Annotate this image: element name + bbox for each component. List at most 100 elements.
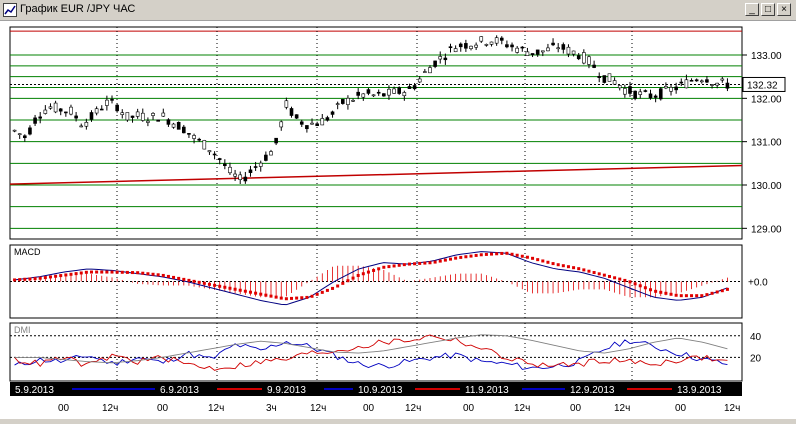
chart-canvas[interactable]: 133.00 132.00 131.00 130.00 129.00 132.32 MAC… xyxy=(0,21,796,419)
macd-signal-point xyxy=(423,261,427,265)
candle-up xyxy=(684,79,689,89)
macd-signal-point xyxy=(510,252,514,256)
macd-signal-point xyxy=(74,272,78,276)
candle-up xyxy=(233,173,237,177)
macd-signal-point xyxy=(290,296,294,300)
candle-down xyxy=(633,90,637,99)
macd-signal-point xyxy=(89,270,93,274)
macd-signal-point xyxy=(690,294,694,298)
dmi-plus-line xyxy=(14,339,728,370)
price-tick-label: 132.00 xyxy=(751,94,782,105)
candle-down xyxy=(33,117,37,124)
candle-up xyxy=(469,45,473,50)
candle-up xyxy=(566,46,571,55)
candle-up xyxy=(664,86,668,89)
candle-up xyxy=(438,56,443,60)
chart-app-icon xyxy=(3,3,17,17)
price-tick-label: 131.00 xyxy=(751,138,782,149)
macd-signal-point xyxy=(161,273,165,277)
macd-signal-point xyxy=(238,288,242,292)
close-button[interactable]: × xyxy=(777,3,791,16)
candle-up xyxy=(515,47,519,53)
candle-down xyxy=(433,60,437,67)
candle-up xyxy=(43,109,48,114)
macd-signal-point xyxy=(479,253,483,257)
price-panel[interactable] xyxy=(9,26,743,240)
date-label-box xyxy=(155,382,217,396)
hour-label: 12ч xyxy=(208,403,224,414)
macd-signal-point xyxy=(577,267,581,271)
candle-up xyxy=(53,102,58,113)
chart-window: 133.00 132.00 131.00 130.00 129.00 132.32 MAC… xyxy=(0,21,796,419)
date-label-box xyxy=(565,382,627,396)
window-title: График EUR /JPY ЧАС xyxy=(20,3,136,15)
candle-down xyxy=(679,81,684,84)
macd-signal-point xyxy=(684,294,688,298)
macd-signal-point xyxy=(484,252,488,256)
current-price-label: 132.32 xyxy=(747,80,778,91)
macd-signal-point xyxy=(325,288,329,292)
candle-down xyxy=(299,121,304,125)
macd-signal-point xyxy=(438,259,442,263)
candle-up xyxy=(146,120,150,123)
candle-down xyxy=(356,91,360,96)
candle-down xyxy=(223,163,227,166)
candle-down xyxy=(448,46,453,49)
macd-signal-point xyxy=(202,281,206,285)
date-label-box xyxy=(460,382,522,396)
macd-signal-point xyxy=(279,296,283,300)
macd-signal-point xyxy=(659,290,663,294)
candle-down xyxy=(407,86,412,89)
hour-label: 00 xyxy=(463,403,475,414)
candle-down xyxy=(561,44,566,50)
title-bar[interactable]: График EUR /JPY ЧАС _ □ × xyxy=(0,0,796,21)
macd-signal-point xyxy=(664,291,668,295)
date-label: 5.9.2013 xyxy=(15,385,54,396)
hour-label: 12ч xyxy=(614,403,630,414)
macd-signal-point xyxy=(59,274,63,278)
macd-signal-point xyxy=(18,278,22,282)
candle-down xyxy=(366,89,371,94)
candle-up xyxy=(279,121,284,128)
maximize-button[interactable]: □ xyxy=(761,3,775,16)
candle-up xyxy=(320,118,325,126)
candle-up xyxy=(269,151,273,156)
candle-down xyxy=(330,111,335,115)
candle-up xyxy=(423,71,427,73)
macd-signal-point xyxy=(248,290,252,294)
macd-signal-point xyxy=(715,290,719,294)
minimize-button[interactable]: _ xyxy=(745,3,759,16)
macd-signal-point xyxy=(700,294,704,298)
macd-signal-point xyxy=(197,280,201,284)
candle-down xyxy=(653,95,658,98)
macd-signal-point xyxy=(84,270,88,274)
candle-up xyxy=(428,67,432,74)
macd-signal-point xyxy=(525,255,529,259)
dmi-label: DMI xyxy=(14,325,31,335)
candle-up xyxy=(84,121,89,127)
macd-signal-point xyxy=(331,286,335,290)
macd-signal-point xyxy=(346,279,350,283)
candle-up xyxy=(607,73,612,82)
macd-signal-point xyxy=(551,262,555,266)
macd-signal-point xyxy=(254,291,258,295)
macd-signal-point xyxy=(418,261,422,265)
candle-down xyxy=(510,44,514,48)
candle-down xyxy=(674,86,678,91)
candle-up xyxy=(479,36,484,42)
macd-signal-point xyxy=(613,276,617,280)
macd-signal-point xyxy=(566,265,570,269)
macd-signal-point xyxy=(464,255,468,259)
macd-signal-point xyxy=(120,270,124,274)
candle-down xyxy=(602,75,607,83)
hour-label: 12ч xyxy=(724,403,740,414)
macd-signal-point xyxy=(490,252,494,256)
candle-down xyxy=(289,108,294,116)
candle-up xyxy=(346,97,350,105)
macd-signal-point xyxy=(64,273,68,277)
macd-signal-point xyxy=(618,277,622,281)
macd-signal-point xyxy=(136,271,140,275)
date-label: 9.9.2013 xyxy=(267,385,306,396)
macd-signal-point xyxy=(582,268,586,272)
macd-signal-point xyxy=(300,296,304,300)
